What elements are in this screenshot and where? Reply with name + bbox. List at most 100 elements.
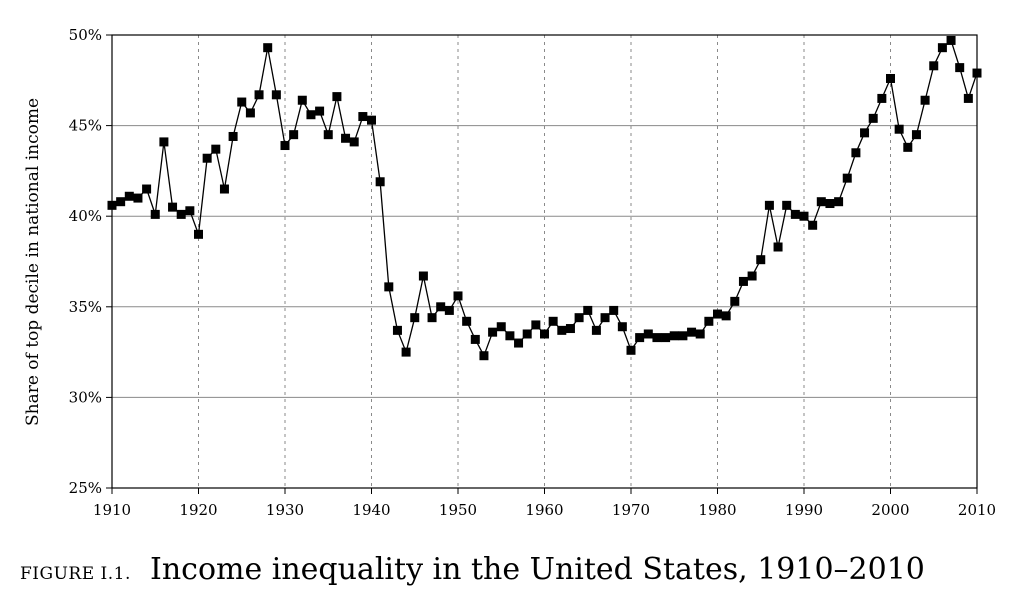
y-tick-label: 45% [69, 117, 102, 135]
data-point [773, 242, 783, 252]
data-point [315, 106, 325, 116]
data-markers [107, 35, 982, 361]
data-point [834, 197, 844, 207]
data-point [280, 141, 290, 151]
data-point [531, 320, 541, 330]
data-point [756, 255, 766, 265]
data-point [713, 309, 722, 319]
horizontal-gridlines [112, 125, 977, 398]
data-point [522, 329, 532, 339]
figure-title: Income inequality in the United States, … [149, 552, 925, 587]
y-axis: 25% 30% 35% 40% 45% 50% [69, 26, 112, 497]
data-point [764, 200, 774, 210]
data-point [825, 199, 835, 209]
data-point [695, 329, 705, 339]
data-point [349, 137, 359, 147]
data-point [142, 184, 152, 194]
data-point [263, 43, 273, 53]
data-point [297, 95, 307, 105]
data-point [159, 137, 169, 147]
data-point [289, 130, 299, 140]
data-point [704, 316, 714, 326]
y-axis-label: Share of top decile in national income [23, 98, 43, 426]
data-point [514, 338, 524, 348]
chart: 25%30%35%40%45%50% 1910 1920 1930 1940 1950 1… [23, 26, 996, 519]
data-point [894, 124, 904, 134]
data-point [392, 325, 402, 335]
data-point [418, 271, 428, 281]
data-point [799, 211, 809, 221]
data-point [886, 73, 895, 83]
x-tick-label: 1960 [525, 501, 563, 519]
x-tick-label: 1910 [93, 501, 131, 519]
figure-caption: FIGURE I.1. Income inequality in the Uni… [20, 552, 925, 587]
x-tick-label: 2010 [958, 501, 996, 519]
x-tick-label: 1920 [179, 501, 217, 519]
data-point [116, 197, 126, 207]
data-point [661, 333, 671, 343]
data-point [635, 333, 645, 343]
y-tick-label: 35% [69, 298, 102, 316]
plot-frame [111, 34, 978, 489]
data-point [107, 200, 117, 210]
data-point [444, 305, 454, 315]
data-point [358, 112, 368, 122]
x-axis: 1910 1920 1930 1940 1950 1960 1970 1980 1990 2000… [93, 488, 996, 519]
data-point [176, 209, 186, 219]
x-tick-label: 1940 [352, 501, 390, 519]
data-point [669, 331, 679, 341]
data-point [237, 97, 247, 107]
data-point [401, 347, 411, 357]
data-point [194, 229, 203, 239]
data-point [479, 351, 489, 361]
y-tick-label: 30% [69, 388, 102, 406]
data-point [583, 305, 593, 315]
data-point [963, 93, 973, 103]
data-point [920, 95, 930, 105]
data-point [228, 131, 238, 141]
data-point [903, 142, 913, 152]
data-point [427, 313, 437, 323]
data-point [211, 144, 221, 154]
data-point [367, 115, 376, 125]
data-point [678, 331, 688, 341]
data-point [384, 282, 394, 292]
data-point [150, 209, 160, 219]
data-point [937, 43, 947, 53]
data-point [540, 329, 549, 339]
data-point [842, 173, 852, 183]
data-point [505, 331, 515, 341]
data-point [124, 191, 134, 201]
data-point [609, 305, 619, 315]
data-point [323, 130, 333, 140]
x-tick-label: 1930 [266, 501, 304, 519]
data-point [790, 209, 800, 219]
data-point [626, 345, 636, 355]
data-point [410, 313, 420, 323]
y-tick-label: 50% [69, 26, 102, 44]
data-point [687, 327, 697, 337]
data-point [721, 311, 731, 321]
data-point [565, 324, 575, 334]
data-point [643, 329, 653, 339]
data-point [168, 202, 178, 212]
data-point [133, 193, 143, 203]
data-point [375, 177, 385, 187]
data-point [868, 113, 878, 123]
figure-label: FIGURE I.1. [20, 564, 131, 584]
data-point [747, 271, 757, 281]
data-point [946, 35, 956, 45]
data-point [911, 130, 921, 140]
data-point [332, 92, 342, 102]
data-point [808, 220, 818, 230]
data-point [955, 63, 965, 73]
y-tick-label: 40% [69, 207, 102, 225]
data-point [470, 334, 480, 344]
x-tick-label: 1980 [698, 501, 736, 519]
data-point [652, 333, 662, 343]
vertical-gridlines [198, 35, 891, 488]
data-point [219, 184, 229, 194]
data-point [306, 110, 316, 120]
data-point [851, 148, 861, 158]
data-point [488, 327, 498, 337]
